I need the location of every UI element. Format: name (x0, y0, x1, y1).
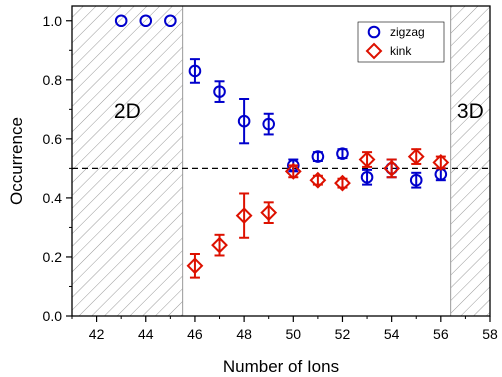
y-tick-label: 0.2 (43, 249, 63, 265)
regions-layer: 2D 3D (71, 5, 491, 317)
kink-point (407, 148, 425, 165)
y-tick-label: 1.0 (43, 13, 63, 29)
x-tick-label: 58 (482, 326, 498, 342)
legend-zigzag-marker (367, 25, 381, 39)
x-tick-label: 50 (286, 326, 302, 342)
zigzag-point (237, 114, 251, 128)
zigzag-point (409, 173, 423, 187)
y-axis-title: Occurrence (7, 117, 26, 205)
zigzag-point (139, 14, 153, 28)
kink-point (284, 162, 302, 180)
legend: zigzag kink (357, 21, 445, 63)
region-2d-area (71, 5, 184, 317)
y-tick-label: 0.8 (43, 72, 63, 88)
x-tick-label: 42 (89, 326, 105, 342)
y-tick-label: 0.0 (43, 308, 63, 324)
kink-point (260, 204, 278, 222)
series-layer (114, 14, 450, 279)
kink-point (383, 159, 401, 177)
zigzag-point (213, 85, 226, 98)
region-3d-area (450, 5, 491, 317)
series-zigzag (114, 14, 448, 189)
kink-point (235, 207, 253, 225)
zigzag-point (360, 170, 374, 184)
x-tick-label: 54 (384, 326, 400, 342)
region-3d-label: 3D (457, 100, 484, 123)
kink-point (432, 154, 450, 171)
legend-kink-label: kink (390, 44, 412, 58)
zigzag-point (114, 14, 128, 28)
zigzag-point (311, 150, 325, 163)
x-axis-title: Number of Ions (223, 357, 339, 376)
plot-frame (71, 5, 491, 317)
kink-point (334, 174, 351, 192)
y-tick-label: 0.6 (43, 131, 63, 147)
kink-point (309, 171, 327, 189)
kink-point (186, 257, 204, 275)
x-tick-label: 48 (236, 326, 252, 342)
series-kink (186, 148, 450, 279)
y-tick-label: 0.4 (43, 190, 63, 206)
kink-point (358, 151, 376, 168)
x-tick-label: 46 (187, 326, 203, 342)
zigzag-point (164, 14, 177, 28)
zigzag-point (336, 147, 349, 160)
x-tick-label: 44 (138, 326, 154, 342)
x-tick-label: 56 (433, 326, 449, 342)
zigzag-point (188, 64, 202, 78)
legend-kink-marker (365, 42, 383, 60)
kink-point (211, 236, 228, 254)
zigzag-point (262, 117, 276, 131)
legend-zigzag-label: zigzag (390, 25, 425, 39)
axes-layer: 42 44 46 48 50 52 54 56 58 0.0 0.2 0.4 0.6 0.8 1.0 (43, 5, 498, 342)
x-tick-label: 52 (335, 326, 351, 342)
region-2d-label: 2D (114, 100, 141, 123)
